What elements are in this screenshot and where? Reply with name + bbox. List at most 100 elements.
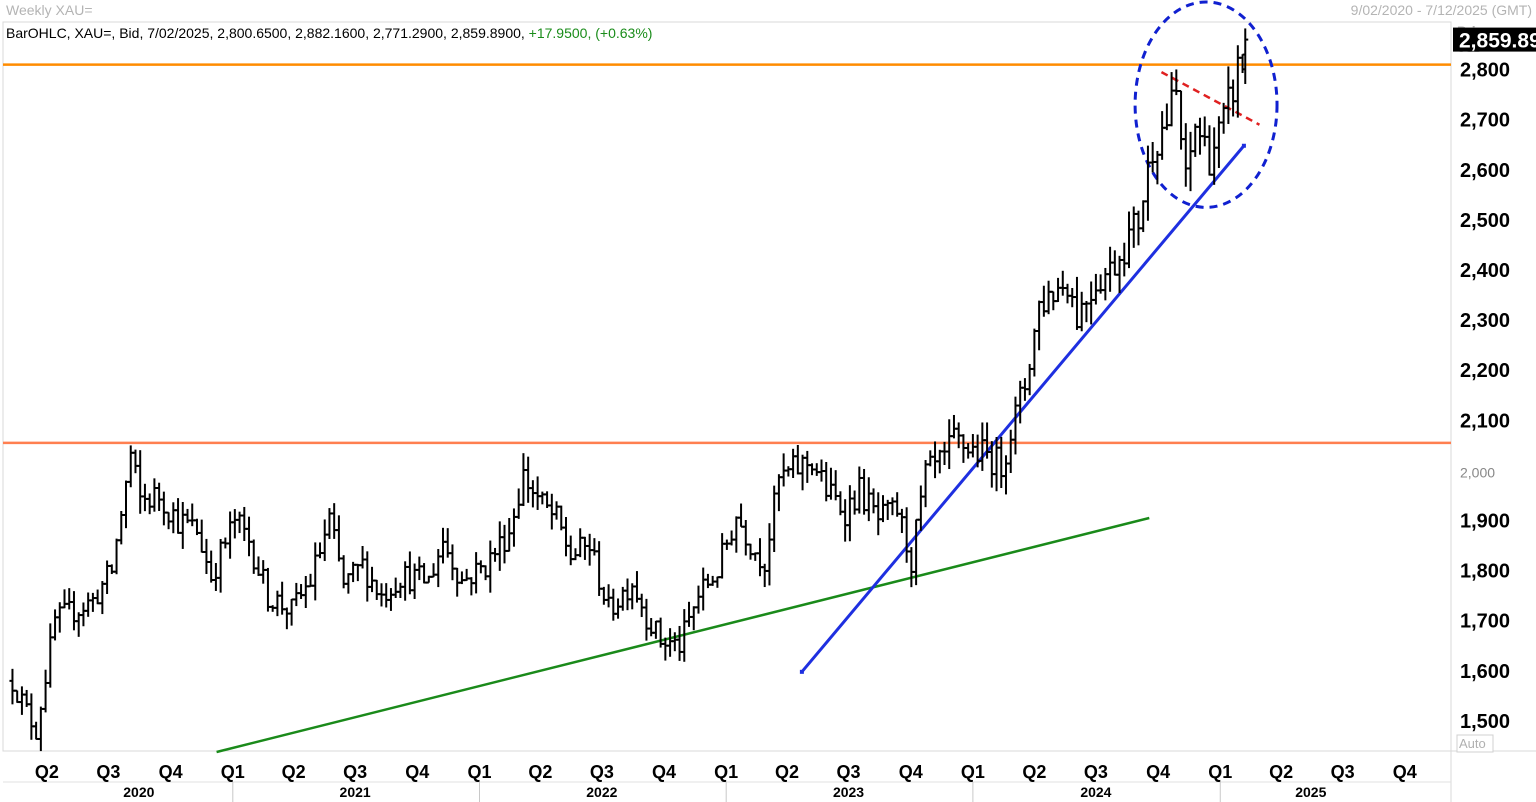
ohlc-bar [686,601,693,627]
ohlc-bar [255,556,262,576]
ohlc-bar [1121,242,1128,277]
ohlc-bar [283,607,290,630]
ohlc-bar [704,573,711,589]
uptrend-line-green [216,516,1150,754]
ohlc-bar [771,485,778,552]
ohlc-bar [889,497,896,516]
x-tick-label: Q2 [35,762,59,782]
ohlc-bar [591,538,598,556]
ohlc-bar [198,519,205,553]
year-label: 2020 [123,784,154,800]
ohlc-bar [1116,255,1123,293]
ohlc-bar [898,508,905,534]
ohlc-bar [785,466,792,477]
ohlc-bar [520,453,527,507]
ohlc-bar [581,536,588,560]
ohlc-bar [875,492,882,536]
ohlc-bar [1144,145,1151,221]
ohlc-bar [747,543,754,560]
ohlc-bar [1192,123,1199,157]
ohlc-bar [175,498,182,534]
ohlc-bar [482,565,489,581]
ohlc-bar [903,507,910,563]
ohlc-bar [567,535,574,566]
ohlc-bar [208,550,215,583]
ohlc-bar [33,721,40,740]
trendline-handle[interactable] [1241,143,1246,148]
ohlc-bar [156,482,163,511]
ohlc-bar [1182,123,1189,187]
y-tick-label: 1,800 [1460,561,1510,583]
ohlc-bar [392,577,399,598]
ohlc-bar [723,539,730,550]
ohlc-bar [563,517,570,557]
auto-scale-label: Auto [1459,736,1486,751]
x-tick-label: Q3 [837,762,861,782]
ohlc-bar [936,449,943,474]
ohlc-bar [1159,111,1166,160]
date-range: 9/02/2020 - 7/12/2025 (GMT) [1350,2,1532,18]
ohlc-bar [260,560,267,584]
ohlc-bar [364,551,371,602]
ohlc-bar [1149,141,1156,173]
ohlc-bar [1234,45,1241,118]
ohlc-bar [510,508,517,547]
x-tick-label: Q3 [1084,762,1108,782]
ohlc-bar [113,538,120,575]
ohlc-bar [435,549,442,588]
y-tick-label: 2,100 [1460,410,1510,432]
trendline-handle[interactable] [799,669,804,674]
ohlc-legend: BarOHLC, XAU=, Bid, 7/02/2025, 2,800.650… [6,25,652,41]
ohlc-values: BarOHLC, XAU=, Bid, 7/02/2025, 2,800.650… [6,25,525,41]
ohlc-bar [61,589,68,609]
ohlc-bar [137,450,144,514]
ohlc-bar [766,523,773,586]
ohlc-bar [1073,276,1080,330]
ohlc-bar [1088,281,1095,325]
ohlc-bar [321,519,328,562]
ohlc-bar [638,593,645,618]
ohlc-bar [515,488,522,519]
ohlc-bar [695,585,702,614]
uptrend-line-blue [800,144,1246,673]
ohlc-bar [1055,277,1062,303]
x-tick-label: Q4 [1146,762,1170,782]
ohlc-bar [865,477,872,522]
y-tick-label: 2,600 [1460,160,1510,182]
ohlc-bar [302,576,309,609]
ohlc-bar [775,474,782,512]
ohlc-bar [804,450,811,483]
ohlc-bar [487,540,494,593]
ohlc-bar [790,448,797,479]
x-tick-label: Q1 [467,762,491,782]
ohlc-bar [42,669,49,713]
last-price-tag [1453,27,1536,52]
year-label: 2025 [1295,784,1326,800]
ohlc-bar [714,576,721,588]
ohlc-bar [799,454,806,491]
ohlc-bar [14,689,21,704]
ohlc-bar [66,588,73,610]
ohlc-bar [1078,291,1085,332]
ohlc-bar [85,592,92,617]
ohlc-bar [1215,116,1222,168]
ohlc-bar [1206,125,1213,176]
auto-scale-box[interactable] [1456,734,1494,753]
year-label: 2024 [1080,784,1111,800]
ohlc-bar [9,668,16,705]
ohlc-bar [345,573,352,594]
ohlc-bar [468,577,475,596]
x-tick-label: Q4 [652,762,676,782]
ohlc-bar [52,609,59,641]
ohlc-change: +17.9500, (+0.63%) [528,25,653,41]
ohlc-bar [179,502,186,549]
x-tick-label: Q4 [1393,762,1417,782]
x-tick-label: Q2 [528,762,552,782]
x-tick-label: Q3 [96,762,120,782]
ohlc-bar [615,598,622,619]
downtrend-line-red [1160,71,1261,126]
ohlc-bar [496,521,503,571]
ohlc-bar [548,493,555,530]
